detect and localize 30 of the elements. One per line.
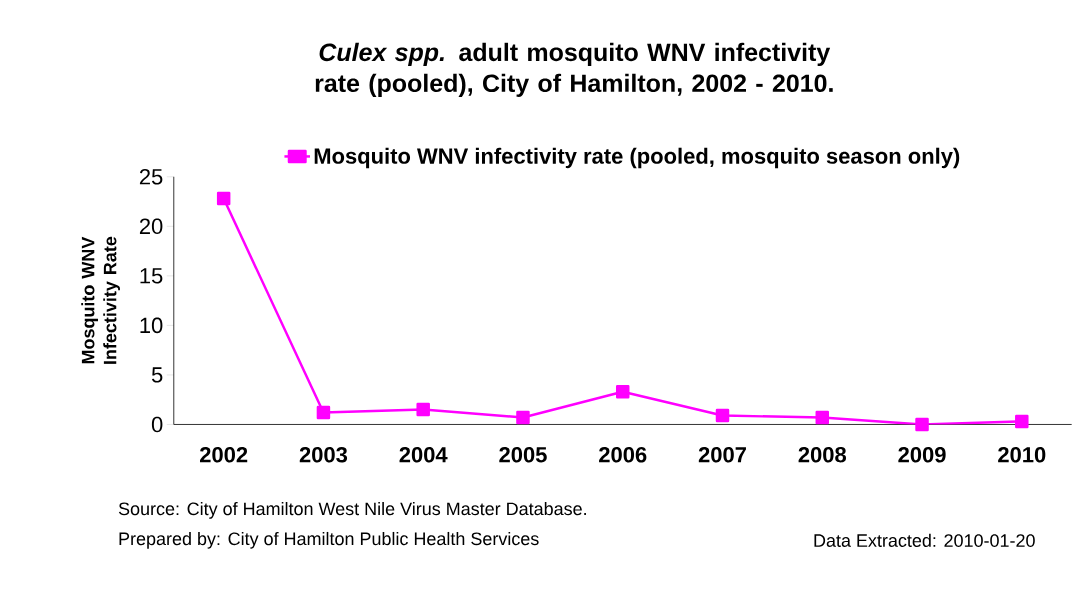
x-tick-label: 2005 [499,446,547,463]
y-tick-label: 5 [151,367,163,383]
y-tick-label: 15 [140,268,163,284]
x-tick-label: 2004 [399,446,448,463]
text: Prepared by: City of Hamilton Public Health Services [119,531,539,549]
x-tick-label: 2006 [599,446,647,463]
point [715,408,730,423]
x-tick-label: 2007 [698,446,746,463]
point [1015,414,1029,429]
y-axis-title: Mosquito WNV Infectivity Rate [81,236,120,364]
point [416,402,430,417]
text: Data Extracted: 2010-01-20 [814,533,1035,547]
chart-title: Culex spp. adult mosquito WNV infectivity rate (pooled), City of Hamilton, 2002 - 2010. [315,42,833,97]
x-tick-label: 2009 [898,446,946,463]
point [516,410,530,425]
y-tick-label: 0 [151,416,163,433]
x-tick-label: 2008 [798,446,847,463]
point [815,410,830,425]
point [316,405,331,420]
y-tick-label: 20 [139,218,163,234]
source-note: Source: City of Hamilton West Nile Virus Master Database. [118,501,586,519]
point [216,191,231,206]
legend-label: Mosquito WNV infectivity rate (pooled, mosquito season only) [314,147,960,169]
y-tick-label: 25 [139,168,163,185]
x-tick-label: 2003 [299,446,348,463]
x-tick-label: 2010 [998,446,1046,463]
y-tick-label: 10 [140,317,163,334]
point [915,417,929,432]
point [615,384,630,399]
x-tick-label: 2002 [200,446,248,463]
